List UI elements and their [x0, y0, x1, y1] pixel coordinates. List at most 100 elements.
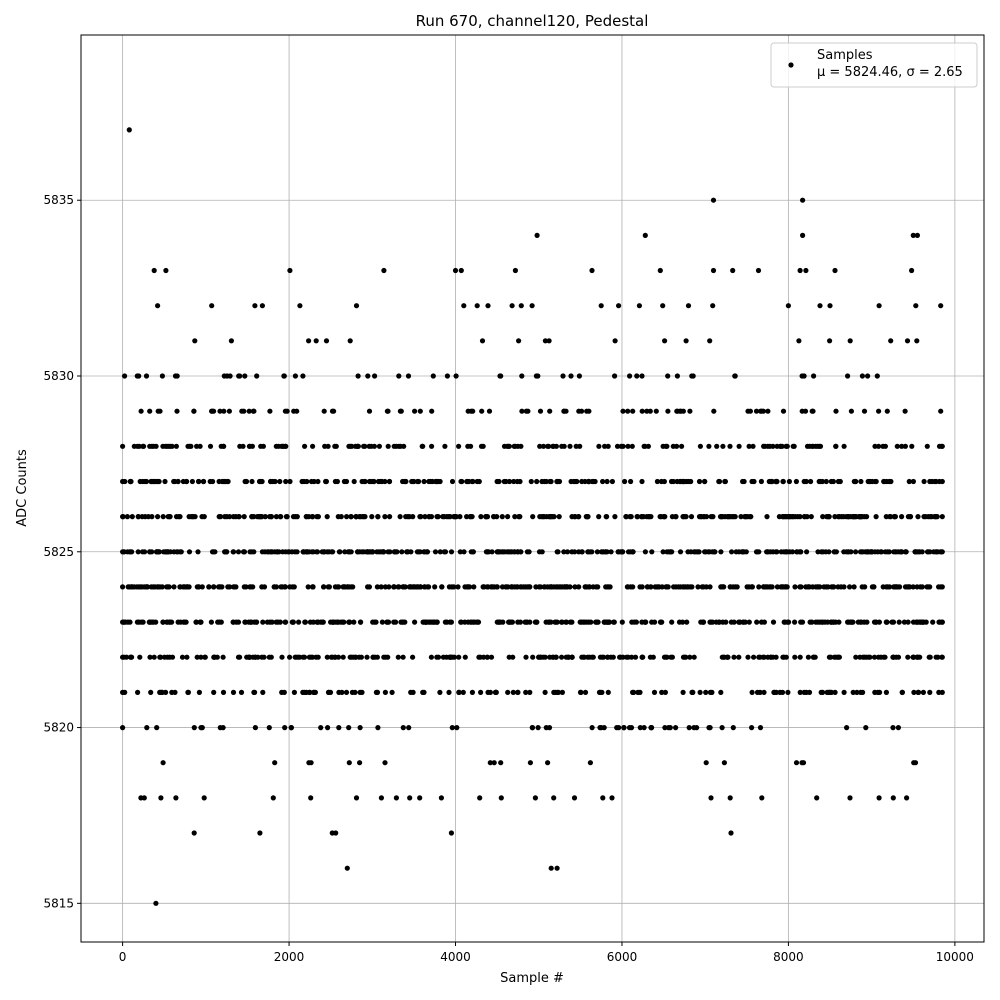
data-point — [384, 619, 390, 625]
y-tick-label: 5815 — [43, 896, 74, 910]
data-point — [732, 373, 738, 379]
data-point — [220, 654, 226, 660]
data-point — [913, 303, 919, 309]
data-point — [906, 478, 912, 485]
data-point — [308, 760, 314, 766]
data-point — [702, 478, 708, 485]
data-point — [470, 619, 476, 625]
data-point — [749, 584, 755, 590]
data-point — [464, 478, 470, 485]
data-point — [239, 408, 245, 414]
data-point — [188, 514, 194, 520]
data-point — [716, 619, 722, 625]
y-axis-ticks: 5815 5820 5825 5830 5835 — [43, 193, 81, 910]
data-point — [600, 654, 607, 660]
data-point — [853, 654, 859, 660]
data-point — [442, 443, 448, 449]
data-point — [639, 373, 645, 379]
data-point — [395, 584, 401, 590]
data-point — [865, 373, 871, 379]
data-point — [452, 267, 459, 274]
data-point — [142, 478, 148, 485]
data-point — [554, 478, 560, 485]
data-point — [219, 584, 225, 590]
data-point — [601, 725, 607, 731]
data-point — [589, 549, 595, 555]
data-point — [608, 549, 614, 555]
data-point — [902, 408, 908, 414]
data-point — [382, 478, 388, 485]
data-point — [353, 303, 360, 309]
data-point — [825, 584, 831, 590]
data-point — [722, 478, 728, 485]
data-point — [274, 549, 281, 555]
data-point — [565, 654, 572, 660]
data-point — [302, 443, 308, 449]
data-point — [344, 514, 350, 520]
data-point — [689, 584, 695, 590]
data-point — [249, 478, 255, 485]
data-point — [637, 689, 643, 696]
data-point — [883, 514, 889, 520]
data-point — [832, 267, 838, 274]
data-point — [278, 514, 284, 520]
data-point — [332, 654, 338, 660]
data-point — [250, 584, 256, 590]
data-point — [706, 443, 712, 449]
data-point — [458, 267, 464, 274]
data-point — [814, 795, 820, 801]
data-point — [196, 584, 202, 590]
data-point — [465, 619, 471, 625]
data-point — [909, 443, 915, 449]
data-point — [783, 654, 789, 660]
data-point — [939, 619, 945, 625]
data-point — [813, 584, 819, 590]
data-point — [180, 584, 186, 590]
data-point — [230, 514, 237, 520]
data-point — [534, 232, 540, 238]
data-point — [688, 478, 694, 485]
data-point — [173, 795, 179, 801]
data-point — [305, 584, 311, 590]
data-point — [747, 408, 754, 414]
data-point — [749, 725, 755, 731]
data-point — [875, 654, 882, 660]
data-point — [523, 689, 529, 696]
data-point — [768, 654, 774, 660]
data-point — [321, 584, 327, 590]
data-point — [824, 689, 830, 696]
data-point — [616, 303, 622, 309]
data-point — [762, 443, 768, 449]
x-tick-label: 2000 — [274, 950, 305, 964]
data-point — [171, 584, 177, 590]
data-point — [808, 514, 814, 520]
data-point — [544, 514, 550, 520]
data-point — [449, 478, 456, 485]
data-point — [475, 619, 482, 625]
data-point — [333, 830, 339, 836]
data-point — [656, 584, 662, 590]
data-point — [212, 549, 218, 555]
data-point — [217, 408, 223, 414]
data-point — [659, 619, 665, 625]
data-point — [373, 689, 379, 696]
data-point — [696, 514, 703, 520]
data-point — [756, 584, 762, 590]
data-point — [642, 232, 648, 238]
data-point — [430, 373, 436, 379]
data-point — [861, 408, 868, 414]
data-point — [634, 373, 640, 379]
data-point — [602, 443, 608, 449]
data-point — [921, 478, 927, 485]
data-point — [708, 795, 714, 801]
data-point — [830, 478, 837, 485]
data-point — [648, 514, 654, 520]
data-point — [736, 443, 742, 449]
data-point — [147, 549, 153, 555]
data-point — [434, 514, 440, 520]
data-point — [939, 584, 945, 590]
data-point — [847, 338, 853, 344]
data-point — [803, 689, 810, 696]
data-point — [154, 549, 160, 555]
data-point — [525, 408, 531, 414]
